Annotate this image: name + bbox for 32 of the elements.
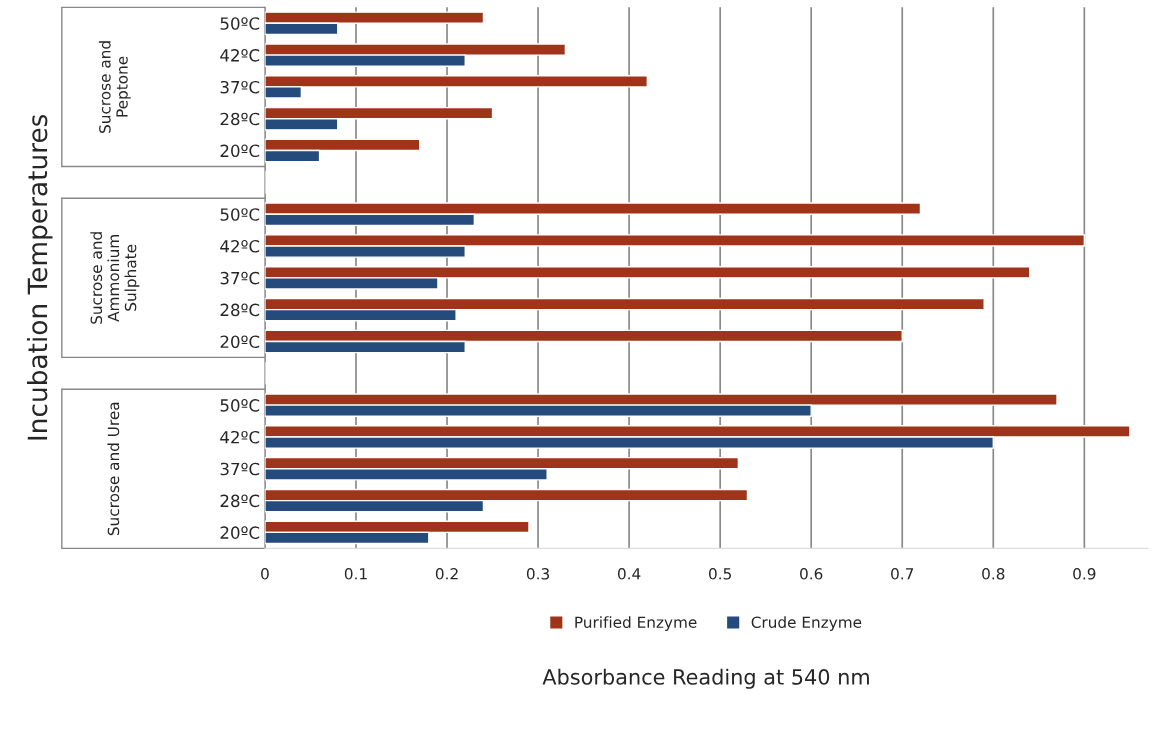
y-tick-label: 50ºC [220,208,260,221]
y-tick-label: 28ºC [220,112,260,126]
y-tick-label: 37ºC [220,80,260,94]
y-tick-label: 50ºC [220,399,260,412]
x-tick-label: 0.7 [891,568,914,580]
x-tick-label: 0.5 [709,568,731,580]
text: Sucrose and Peptone [98,41,131,133]
y-tick-label: 37ºC [220,271,260,285]
y-tick-label: 20ºC [220,526,260,539]
x-tick-label: 0.6 [800,568,823,580]
x-tick-label: 0.8 [982,568,1005,580]
y-tick-label: 50ºC [220,17,260,30]
x-tick-label: 0.4 [617,568,641,580]
y-tick-label: 42ºC [220,49,260,62]
y-tick-label: 20ºC [220,144,260,158]
x-axis-title: Absorbance Reading at 540 nm [542,668,869,689]
legend-label: Crude Enzyme [751,616,862,631]
legend-label: Purified Enzyme [575,616,697,631]
y-tick-label: 42ºC [220,430,260,444]
y-tick-label: 28ºC [220,303,260,317]
text: Incubation Temperatures [26,114,53,440]
x-tick-label: 0.9 [1073,568,1096,580]
y-tick-label: 20ºC [220,335,260,349]
x-tick-label: 0 [261,568,269,580]
text: Sucrose and Urea [107,402,120,536]
y-tick-label: 28ºC [220,494,260,508]
x-tick-label: 0.2 [435,568,458,580]
y-tick-label: 42ºC [220,239,260,253]
x-tick-label: 0.3 [526,568,549,580]
y-tick-label: 37ºC [220,462,260,476]
x-tick-label: 0.1 [344,568,367,580]
text: Sucrose and Ammonium Sulphate [90,232,140,324]
